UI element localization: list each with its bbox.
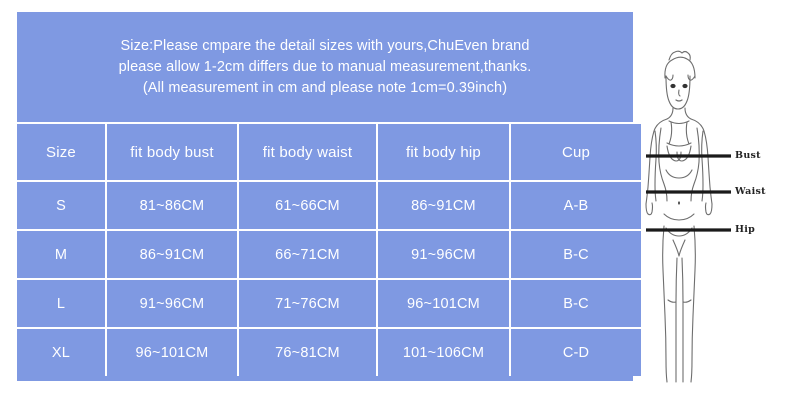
cell-hip: 91~96CM bbox=[376, 229, 511, 280]
cell-hip: 96~101CM bbox=[376, 278, 511, 329]
cell-cup: B-C bbox=[509, 278, 641, 329]
cell-bust: 96~101CM bbox=[105, 327, 239, 376]
cell-size: S bbox=[17, 180, 107, 231]
column-header-hip: fit body hip bbox=[376, 122, 511, 182]
size-table: Size fit body bust fit body waist fit bo… bbox=[17, 122, 641, 376]
cell-cup: A-B bbox=[509, 180, 641, 231]
female-body-outline-icon bbox=[645, 50, 731, 383]
table-row: XL 96~101CM 76~81CM 101~106CM C-D bbox=[17, 327, 641, 376]
cell-bust: 81~86CM bbox=[105, 180, 239, 231]
cell-waist: 71~76CM bbox=[237, 278, 378, 329]
column-header-size: Size bbox=[17, 122, 107, 182]
notice-block: Size:Please cmpare the detail sizes with… bbox=[17, 12, 633, 122]
table-row: L 91~96CM 71~76CM 96~101CM B-C bbox=[17, 278, 641, 329]
notice-line-3: (All measurement in cm and please note 1… bbox=[142, 79, 508, 96]
notice-line-1: Size:Please cmpare the detail sizes with… bbox=[120, 37, 530, 54]
cell-size: XL bbox=[17, 327, 107, 376]
cell-bust: 91~96CM bbox=[105, 278, 239, 329]
column-header-waist: fit body waist bbox=[237, 122, 378, 182]
table-row: S 81~86CM 61~66CM 86~91CM A-B bbox=[17, 180, 641, 231]
cell-waist: 76~81CM bbox=[237, 327, 378, 376]
table-row: M 86~91CM 66~71CM 91~96CM B-C bbox=[17, 229, 641, 280]
size-chart-panel: Size:Please cmpare the detail sizes with… bbox=[17, 12, 641, 381]
label-hip: Hip bbox=[735, 224, 756, 235]
cell-waist: 61~66CM bbox=[237, 180, 378, 231]
table-header-row: Size fit body bust fit body waist fit bo… bbox=[17, 122, 641, 182]
cell-cup: C-D bbox=[509, 327, 641, 376]
cell-waist: 66~71CM bbox=[237, 229, 378, 280]
measurement-figure: Bust Waist Hip bbox=[633, 0, 790, 400]
column-header-bust: fit body bust bbox=[105, 122, 239, 182]
notice-line-2: please allow 1-2cm differs due to manual… bbox=[118, 58, 532, 75]
cell-size: M bbox=[17, 229, 107, 280]
cell-bust: 86~91CM bbox=[105, 229, 239, 280]
cell-size: L bbox=[17, 278, 107, 329]
cell-hip: 86~91CM bbox=[376, 180, 511, 231]
label-waist: Waist bbox=[735, 186, 766, 197]
label-bust: Bust bbox=[735, 150, 761, 161]
cell-cup: B-C bbox=[509, 229, 641, 280]
column-header-cup: Cup bbox=[509, 122, 641, 182]
cell-hip: 101~106CM bbox=[376, 327, 511, 376]
